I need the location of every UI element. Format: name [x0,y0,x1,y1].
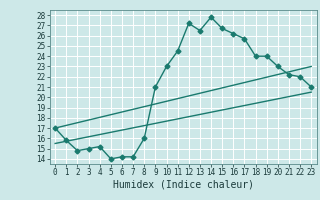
X-axis label: Humidex (Indice chaleur): Humidex (Indice chaleur) [113,180,254,190]
